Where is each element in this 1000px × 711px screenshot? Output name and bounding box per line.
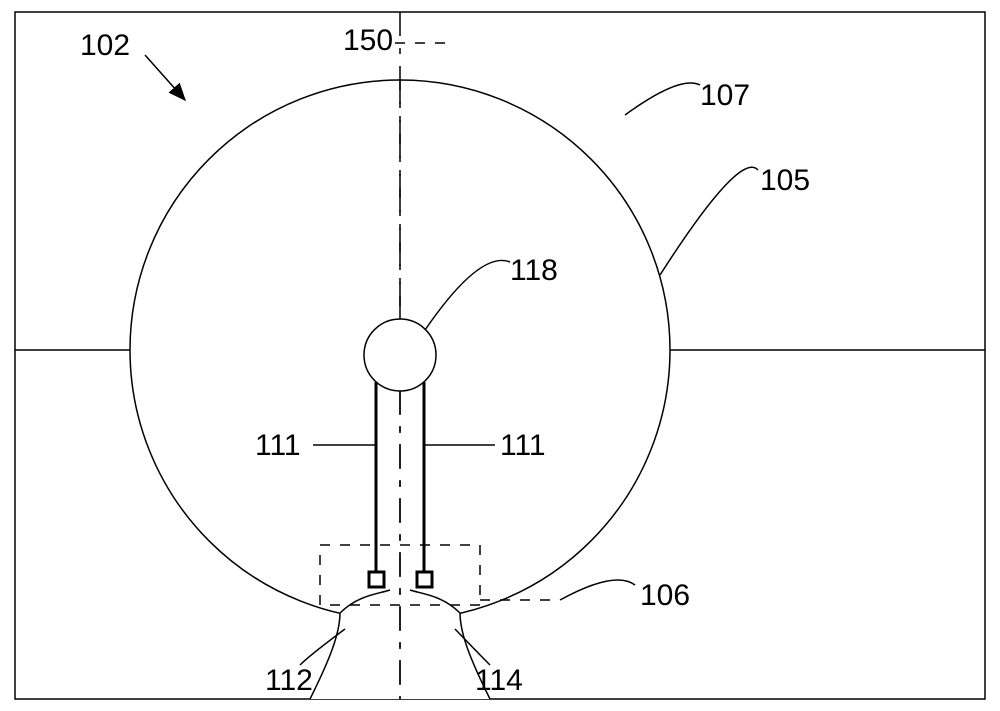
ref-label-106-l106: 106 <box>640 579 690 612</box>
ref-label-112-l112: 112 <box>265 664 313 697</box>
ref-label-102-l102: 102 <box>80 29 130 62</box>
terminal-left <box>369 572 384 587</box>
ref-label-111-l111L: 111 <box>255 429 301 462</box>
leader-106-curve <box>560 580 635 600</box>
ref-label-118-l118: 118 <box>510 254 558 287</box>
ref-label-111-l111R: 111 <box>500 429 546 462</box>
leader-107 <box>625 83 700 115</box>
terminal-right <box>417 572 432 587</box>
ref-label-150-l150: 150 <box>343 24 393 57</box>
leader-105 <box>660 167 758 275</box>
leader-102 <box>145 55 185 100</box>
ref-label-107-l107: 107 <box>700 79 750 112</box>
ref-label-105-l105: 105 <box>760 164 810 197</box>
ref-label-114-l114: 114 <box>475 664 523 697</box>
patent-figure: 102 150 107 105 118 111 111 106 112 114 <box>0 0 1000 711</box>
